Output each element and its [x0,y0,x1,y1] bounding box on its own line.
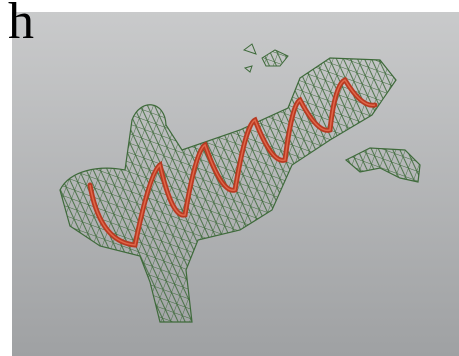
helix-highlight [89,79,376,246]
panel-label: h [8,0,34,50]
